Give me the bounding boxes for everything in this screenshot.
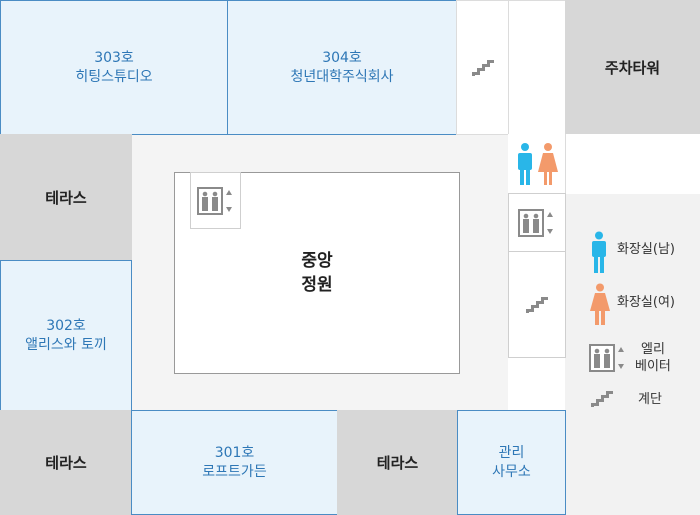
male-icon bbox=[518, 143, 532, 185]
garden-line1: 중앙 bbox=[301, 251, 333, 271]
stairs-icon bbox=[471, 59, 494, 76]
empty-right-cell bbox=[565, 134, 700, 194]
legend-elevator-icon bbox=[589, 344, 624, 372]
room-302-name: 앨리스와 토끼 bbox=[25, 336, 107, 353]
terrace-left-top: 테라스 bbox=[0, 134, 132, 261]
stairs-icon bbox=[526, 296, 548, 313]
parking-tower[interactable]: 주차타워 bbox=[565, 0, 700, 135]
room-304-name: 청년대학주식회사 bbox=[290, 68, 394, 85]
female-icon bbox=[538, 143, 558, 185]
room-301-number: 301호 bbox=[214, 444, 255, 461]
room-303-number: 303호 bbox=[94, 49, 134, 66]
legend-female-icon bbox=[590, 283, 610, 325]
legend-elevator-label: 엘리 베이터 bbox=[635, 342, 671, 374]
room-301-name: 로프트가든 bbox=[202, 463, 267, 480]
legend-male-label: 화장실(남) bbox=[617, 242, 675, 257]
office-line1: 관리 bbox=[498, 444, 525, 461]
legend-stairs-icon bbox=[591, 391, 613, 407]
room-303[interactable]: 303호 히팅스튜디오 bbox=[0, 0, 228, 135]
room-302-number: 302호 bbox=[46, 317, 86, 334]
elevator-right-cell bbox=[508, 193, 566, 252]
office-line2: 사무소 bbox=[492, 463, 531, 480]
elevator-garden bbox=[190, 172, 241, 229]
corridor-right bbox=[565, 193, 700, 515]
terrace-bottom-mid: 테라스 bbox=[337, 410, 458, 515]
garden-line2: 정원 bbox=[301, 275, 333, 295]
stairs-top-cell bbox=[456, 0, 509, 135]
room-304[interactable]: 304호 청년대학주식회사 bbox=[227, 0, 457, 135]
legend: 화장실(남) 화장실(여) 엘리 베이터 계단 bbox=[565, 193, 700, 515]
room-302[interactable]: 302호 앨리스와 토끼 bbox=[0, 260, 132, 411]
room-303-name: 히팅스튜디오 bbox=[75, 68, 153, 85]
legend-male-icon bbox=[592, 231, 606, 273]
stairs-right-cell bbox=[508, 251, 566, 358]
restroom-icons bbox=[518, 143, 558, 185]
legend-stairs-label: 계단 bbox=[638, 392, 662, 407]
restroom-cell bbox=[508, 134, 566, 194]
room-301[interactable]: 301호 로프트가든 bbox=[131, 410, 338, 515]
terrace-left-bottom: 테라스 bbox=[0, 410, 132, 515]
elevator-icon bbox=[518, 208, 553, 237]
room-304-number: 304호 bbox=[322, 49, 362, 66]
legend-female-label: 화장실(여) bbox=[617, 295, 675, 310]
management-office[interactable]: 관리 사무소 bbox=[457, 410, 566, 515]
elevator-icon bbox=[196, 186, 232, 215]
empty-top-cell bbox=[508, 0, 566, 135]
